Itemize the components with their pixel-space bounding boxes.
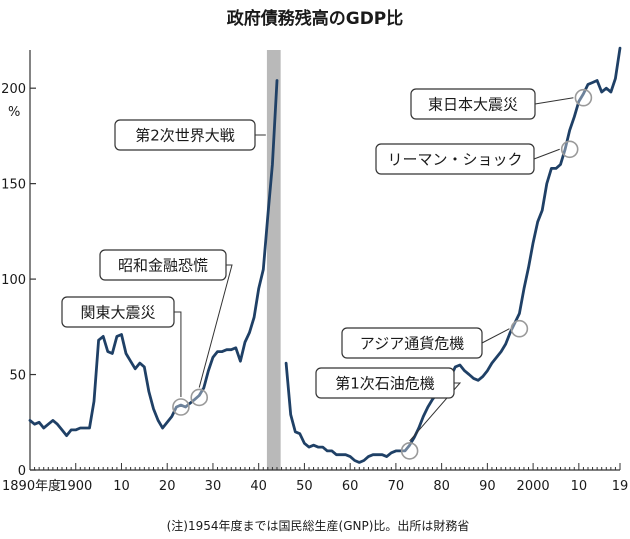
x-tick-label: 60	[342, 479, 359, 494]
x-tick-label: 40	[250, 479, 267, 494]
callout-leader	[409, 382, 462, 442]
source-note: (注)1954年度までは国民総生産(GNP)比。出所は財務省	[167, 518, 470, 533]
y-tick-label: 100	[1, 273, 26, 288]
x-tick-label: 30	[205, 479, 222, 494]
callout: 第1次石油危機	[315, 367, 462, 460]
x-tick-label: 10	[113, 479, 130, 494]
callout-box	[315, 367, 455, 399]
callout-label: 第1次石油危機	[335, 375, 435, 393]
callout-box	[99, 249, 227, 281]
y-tick-label: 150	[1, 178, 26, 193]
callout-marker	[172, 398, 190, 416]
x-tick-label: 20	[159, 479, 176, 494]
callout: 昭和金融恐慌	[99, 249, 233, 407]
x-tick-label: 90	[479, 479, 496, 494]
series-line-segment	[28, 79, 279, 438]
x-tick-label: 10	[571, 479, 588, 494]
callout-marker	[574, 88, 593, 107]
y-axis-unit: %	[8, 105, 20, 120]
callout-box	[61, 296, 175, 328]
callout-leader	[534, 97, 574, 105]
callout-label: 第2次世界大戦	[135, 127, 235, 145]
callout-label: 昭和金融恐慌	[118, 257, 208, 275]
y-tick-label: 200	[1, 82, 26, 97]
callout-leader	[198, 264, 233, 388]
callout-label: リーマン・ショック	[387, 151, 522, 169]
callout: アジア通貨危機	[341, 319, 529, 359]
callout-label: 関東大震災	[80, 304, 155, 322]
gap-band-rect	[266, 50, 281, 470]
callout-leader	[533, 148, 560, 160]
x-tick-label: 80	[433, 479, 450, 494]
callout-label: アジア通貨危機	[360, 335, 464, 353]
callout: リーマン・ショック	[375, 140, 579, 175]
callout-marker	[190, 388, 209, 407]
x-tick-label: 1900	[59, 479, 92, 494]
x-tick-label: 19	[612, 479, 629, 494]
callout-box	[341, 327, 483, 359]
callout-marker	[560, 140, 579, 159]
x-tick-label: 1890年度	[2, 478, 61, 494]
y-tick-label: 0	[18, 464, 26, 479]
x-tick-label: 2000	[517, 479, 550, 494]
y-tick-label: 50	[9, 369, 26, 384]
x-tick-label: 70	[388, 479, 405, 494]
callout-box	[410, 88, 536, 120]
war-gap-band	[266, 50, 281, 470]
callout-leader	[174, 311, 182, 397]
x-tick-label: 50	[296, 479, 313, 494]
callout: 東日本大震災	[410, 88, 593, 120]
callout: 関東大震災	[61, 296, 190, 416]
callout-box	[375, 143, 535, 175]
callout: 第2次世界大戦	[114, 119, 266, 151]
callout-leader	[481, 328, 510, 344]
callout-label: 東日本大震災	[428, 96, 518, 114]
callout-marker	[510, 319, 529, 338]
callout-box	[114, 119, 256, 151]
callout-marker	[400, 442, 419, 460]
chart-title: 政府債務残高のGDP比	[227, 8, 404, 29]
